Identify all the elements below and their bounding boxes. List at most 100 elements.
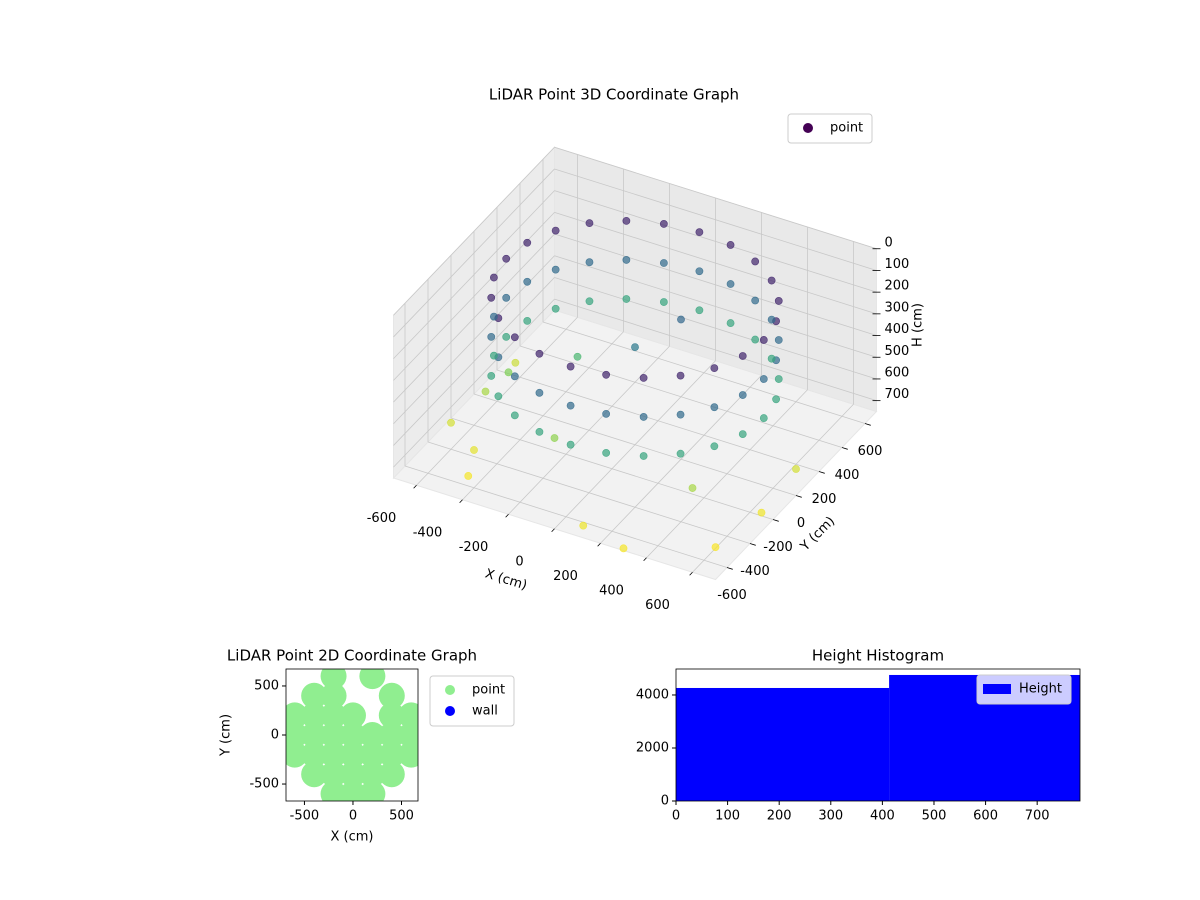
point bbox=[550, 434, 559, 442]
point bbox=[688, 484, 697, 492]
point bbox=[320, 780, 347, 801]
y-tick-label: 600 bbox=[858, 444, 883, 459]
point bbox=[487, 332, 496, 341]
chart-title: Height Histogram bbox=[812, 647, 944, 665]
x-tick-label: 700 bbox=[1025, 809, 1050, 824]
point bbox=[320, 722, 347, 748]
tick-mark bbox=[841, 447, 848, 450]
point bbox=[487, 293, 496, 302]
tick-mark bbox=[726, 567, 733, 570]
grid-line bbox=[519, 345, 843, 448]
point bbox=[659, 298, 668, 306]
point bbox=[339, 702, 366, 729]
point bbox=[398, 741, 418, 768]
point bbox=[551, 265, 560, 274]
grid-line bbox=[393, 233, 555, 403]
legend-label: wall bbox=[472, 704, 498, 719]
z-tick-label: 400 bbox=[885, 322, 910, 337]
point bbox=[711, 543, 720, 552]
legend-frame bbox=[787, 113, 873, 144]
point bbox=[622, 216, 631, 225]
point bbox=[619, 544, 628, 553]
y-tick-label: 400 bbox=[835, 468, 860, 483]
point bbox=[772, 395, 781, 404]
grid-line bbox=[554, 168, 877, 271]
point bbox=[378, 761, 405, 788]
point bbox=[320, 682, 347, 709]
point bbox=[510, 372, 519, 381]
y-tick-label: 0 bbox=[661, 794, 669, 809]
point bbox=[502, 254, 511, 263]
z-tick-label: 300 bbox=[885, 300, 910, 315]
tick-mark bbox=[597, 542, 601, 547]
point bbox=[639, 452, 648, 460]
point bbox=[710, 403, 719, 412]
point bbox=[759, 414, 768, 422]
x-tick-label: 200 bbox=[767, 809, 792, 824]
point bbox=[566, 401, 575, 410]
point bbox=[301, 722, 328, 748]
y-tick-label: -200 bbox=[763, 540, 793, 555]
point bbox=[585, 297, 594, 306]
tick-mark bbox=[689, 571, 693, 576]
tick-mark bbox=[505, 513, 509, 518]
z-tick-label: 600 bbox=[885, 365, 910, 380]
point bbox=[774, 375, 783, 383]
y-tick-label: 4000 bbox=[636, 687, 669, 702]
point bbox=[659, 220, 668, 228]
grid-line bbox=[542, 321, 866, 424]
z-tick-label: 0 bbox=[885, 235, 893, 250]
point bbox=[792, 465, 800, 473]
point bbox=[487, 372, 496, 380]
x-tick-label: 200 bbox=[553, 569, 578, 584]
grid-line bbox=[393, 298, 555, 468]
point bbox=[470, 446, 478, 454]
legend-marker bbox=[803, 123, 813, 133]
z-tick-label: 700 bbox=[885, 387, 910, 402]
point bbox=[631, 343, 639, 351]
x-tick-label: 400 bbox=[599, 583, 624, 598]
point bbox=[676, 449, 685, 458]
grid-line bbox=[393, 277, 555, 446]
x-tick-label: 0 bbox=[349, 809, 357, 824]
point bbox=[774, 336, 783, 344]
x-tick-label: 500 bbox=[389, 809, 414, 824]
tick-mark bbox=[551, 528, 555, 533]
point bbox=[359, 669, 386, 690]
point bbox=[573, 352, 582, 361]
point bbox=[398, 702, 418, 729]
point bbox=[339, 780, 366, 801]
point bbox=[359, 741, 386, 768]
point bbox=[535, 427, 544, 436]
chart-title: LiDAR Point 3D Coordinate Graph bbox=[489, 86, 739, 104]
point bbox=[738, 391, 747, 399]
tick-mark bbox=[459, 499, 463, 504]
point bbox=[726, 280, 735, 288]
legend-label: point bbox=[830, 121, 863, 136]
grid-line bbox=[473, 393, 797, 496]
point bbox=[602, 370, 611, 379]
tick-mark bbox=[795, 495, 802, 498]
point bbox=[481, 387, 490, 396]
point bbox=[566, 362, 575, 371]
x-tick-label: 500 bbox=[922, 809, 947, 824]
point bbox=[359, 761, 386, 788]
grid-line bbox=[393, 190, 555, 359]
tick-mark bbox=[818, 471, 825, 474]
grid-line bbox=[554, 233, 877, 336]
legend-marker bbox=[445, 685, 455, 695]
point bbox=[751, 296, 760, 305]
y-tick-label: 0 bbox=[271, 728, 279, 743]
point bbox=[676, 410, 685, 419]
point bbox=[551, 304, 560, 313]
y-axis-label: Y (cm) bbox=[219, 714, 234, 757]
chart-title: LiDAR Point 2D Coordinate Graph bbox=[227, 647, 477, 665]
legend-label: Height bbox=[1019, 682, 1062, 697]
z-tick-label: 500 bbox=[885, 344, 910, 359]
legend-label: point bbox=[472, 683, 505, 698]
point bbox=[510, 333, 519, 342]
bar bbox=[676, 687, 890, 801]
point bbox=[622, 295, 631, 303]
